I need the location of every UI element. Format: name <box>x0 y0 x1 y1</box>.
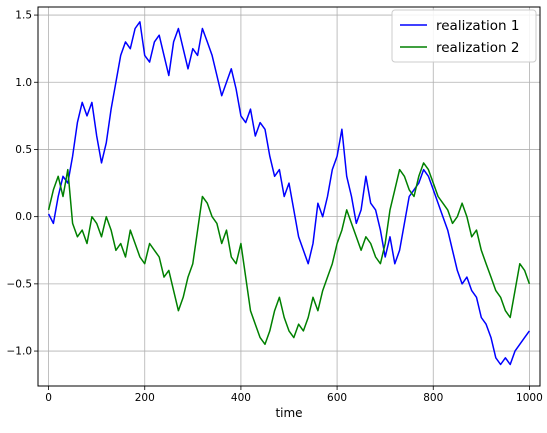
y-tick-label: 0.5 <box>15 144 32 156</box>
legend-label-1: realization 1 <box>436 18 519 34</box>
legend-box <box>391 9 537 63</box>
series-group <box>47 21 531 366</box>
y-tick-label: 1.5 <box>15 10 32 22</box>
plot-area-frame <box>37 6 541 387</box>
y-tick-label: −0.5 <box>7 278 33 290</box>
y-tick-label: −1.0 <box>7 346 33 358</box>
series-line-2 <box>47 162 531 346</box>
x-tick-label: 600 <box>327 392 347 404</box>
legend: realization 1 realization 2 <box>391 9 537 63</box>
x-tick-label: 800 <box>423 392 443 404</box>
series-line-1 <box>47 21 531 366</box>
x-tick-label: 0 <box>45 392 52 404</box>
x-axis-label: time <box>275 406 302 420</box>
x-tick-label: 1000 <box>516 392 543 404</box>
x-tick-label: 200 <box>135 392 155 404</box>
y-tick-label: 0.0 <box>15 211 32 223</box>
axis-ticks: 0 200 400 600 800 1000 −1.0 −0.5 0.0 0.5 1.0 1.5 <box>7 10 543 404</box>
x-tick-label: 400 <box>231 392 251 404</box>
y-tick-label: 1.0 <box>15 77 32 89</box>
grid <box>38 7 540 386</box>
legend-label-2: realization 2 <box>436 40 519 56</box>
